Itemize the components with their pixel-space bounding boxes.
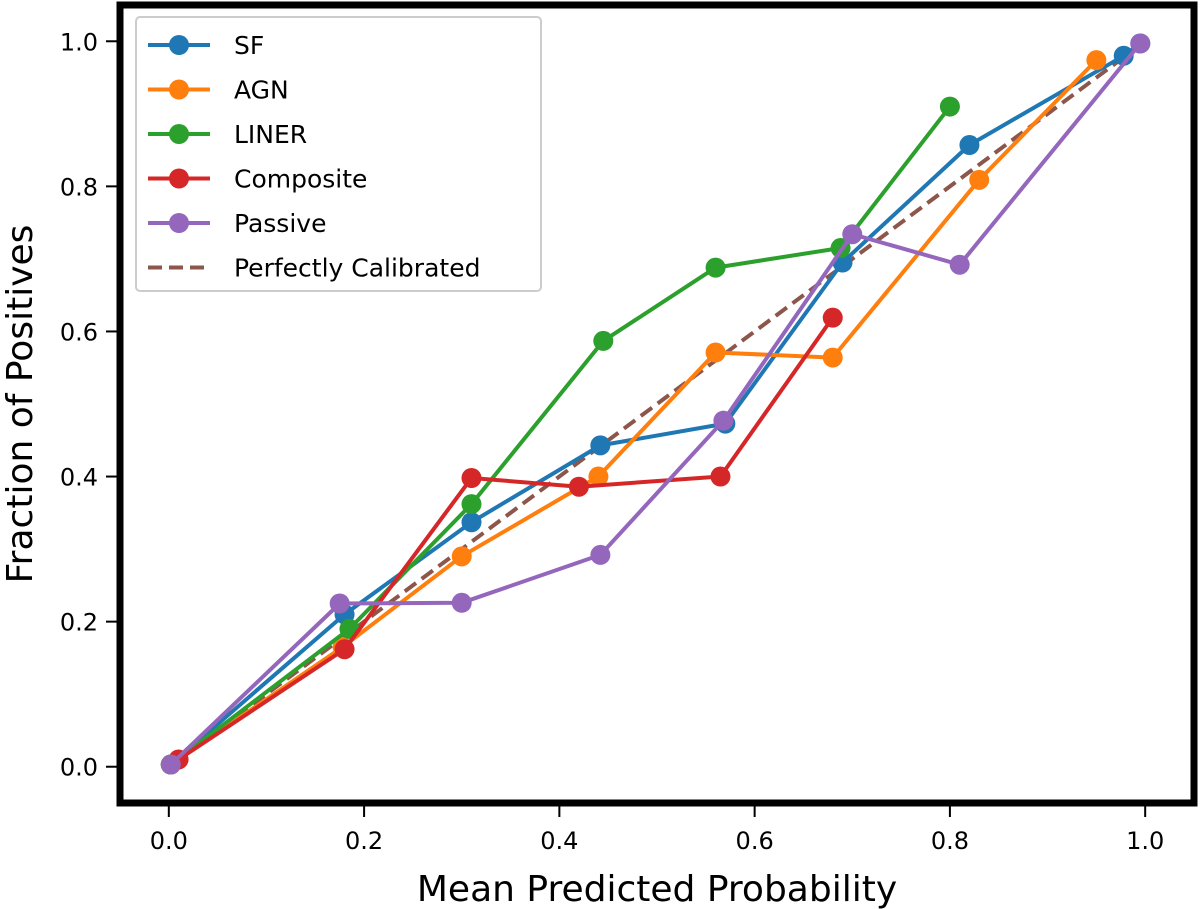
data-point-composite [334, 639, 355, 660]
plot-frame [116, 1, 1198, 807]
data-point-agn [969, 169, 990, 190]
legend-entry-composite: Composite [148, 165, 367, 194]
data-point-liner [705, 257, 726, 278]
series-composite [168, 307, 843, 770]
y-tick-label: 0.4 [60, 464, 98, 492]
legend-swatch-marker [169, 79, 189, 100]
data-point-passive [451, 592, 472, 613]
data-point-agn [1086, 50, 1107, 71]
data-point-liner [939, 96, 960, 117]
legend-label: LINER [234, 120, 307, 149]
legend-label: AGN [234, 76, 289, 105]
legend-label: Perfectly Calibrated [234, 254, 480, 283]
data-point-passive [329, 593, 350, 614]
x-axis-ticks: 0.0 0.2 0.4 0.6 0.8 1.0 [150, 806, 1164, 855]
data-point-passive [949, 254, 970, 275]
y-tick-label: 0.8 [60, 173, 98, 201]
legend-entry-perfectly-calibrated: Perfectly Calibrated [148, 254, 480, 283]
data-point-composite [710, 466, 731, 487]
data-point-sf [1113, 45, 1134, 66]
legend-label: SF [234, 31, 264, 60]
plot-lines [160, 33, 1151, 775]
data-point-composite [461, 467, 482, 488]
legend-box [135, 16, 542, 292]
x-axis-title: Mean Predicted Probability [417, 869, 897, 909]
x-tick-label: 0.6 [736, 827, 774, 855]
x-tick-label: 0.0 [150, 827, 188, 855]
data-point-agn [705, 342, 726, 363]
data-point-passive [713, 410, 734, 431]
legend-swatch-marker [169, 35, 189, 55]
legend-label: Passive [234, 209, 326, 238]
legend-entry-agn: AGN [148, 76, 289, 105]
legend-entries: SF AGN LINER Composite Passive Perfectly Cali… [148, 31, 480, 283]
legend: SF AGN LINER Composite Passive Perfectly Cali… [135, 16, 542, 292]
data-point-agn [822, 347, 843, 368]
legend-label: Composite [234, 165, 367, 194]
data-point-passive [842, 224, 863, 245]
x-tick-label: 0.2 [345, 827, 383, 855]
x-tick-label: 0.4 [540, 827, 578, 855]
y-tick-label: 0.0 [60, 754, 98, 782]
x-tick-label: 0.8 [931, 827, 969, 855]
data-point-agn [451, 546, 472, 567]
series-line-composite [176, 315, 835, 762]
data-point-composite [568, 476, 589, 497]
legend-entry-liner: LINER [148, 120, 307, 149]
data-point-passive [1130, 33, 1151, 54]
data-point-liner [461, 494, 482, 515]
data-point-liner [593, 330, 614, 351]
data-point-sf [590, 435, 611, 456]
data-point-composite [822, 307, 843, 328]
series-line-passive [168, 41, 1143, 767]
legend-entry-sf: SF [148, 31, 264, 60]
legend-swatch-marker [169, 213, 189, 233]
data-point-passive [590, 544, 611, 565]
series-agn [160, 50, 1107, 775]
y-tick-label: 1.0 [60, 28, 98, 56]
data-point-sf [461, 512, 482, 533]
y-tick-label: 0.6 [60, 318, 98, 346]
y-tick-label: 0.2 [60, 609, 98, 637]
legend-swatch-marker [169, 168, 189, 189]
legend-swatch-marker [169, 124, 189, 144]
x-tick-label: 1.0 [1126, 827, 1164, 855]
data-point-passive [160, 754, 181, 775]
series-line-agn [168, 58, 1099, 767]
legend-entry-passive: Passive [148, 209, 326, 238]
series-line-perfectly-calibrated [167, 39, 1147, 769]
series-passive [160, 33, 1151, 775]
series-perfectly-calibrated [167, 39, 1147, 769]
data-point-sf [959, 135, 980, 156]
data-point-agn [588, 466, 609, 487]
y-axis-title: Fraction of Positives [0, 225, 41, 584]
y-axis-ticks: 0.0 0.2 0.4 0.6 0.8 1.0 [60, 28, 117, 782]
